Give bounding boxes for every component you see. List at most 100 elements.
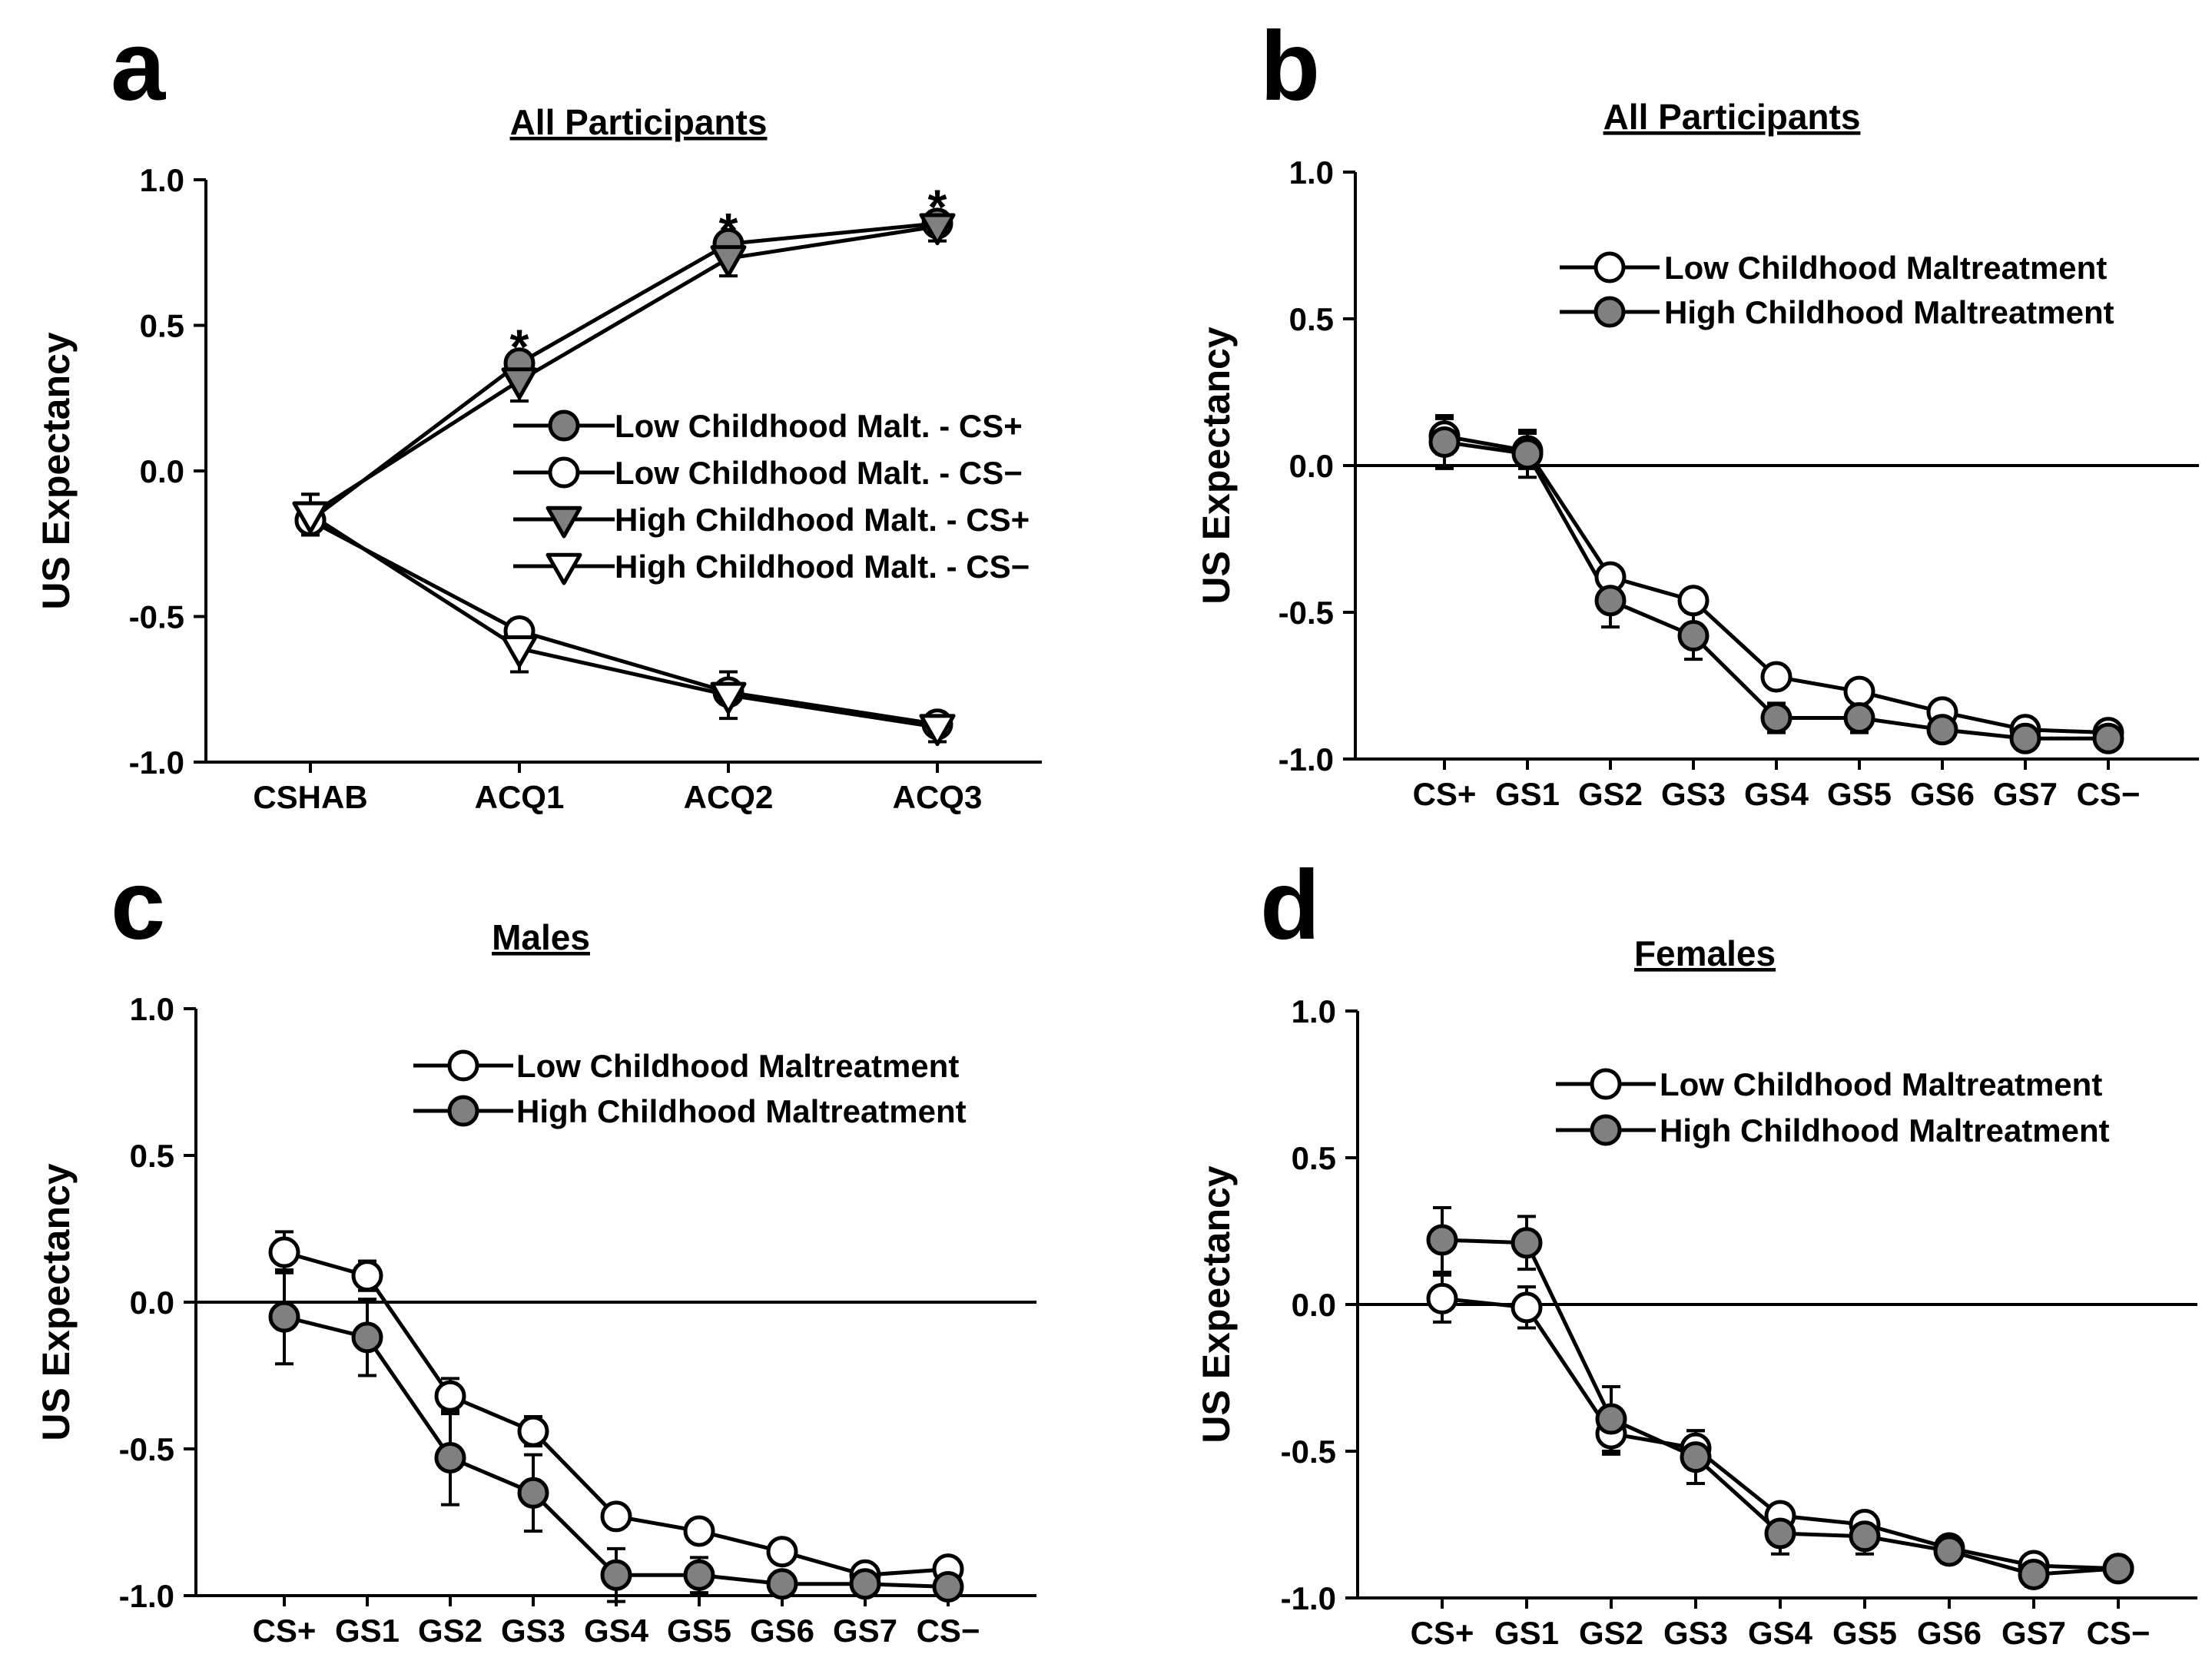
x-tick-label: GS7: [1993, 776, 2058, 812]
x-tick-label: CSHAB: [253, 779, 367, 815]
y-tick-label: 0.0: [140, 453, 184, 489]
data-point: [501, 367, 538, 400]
series-2: [301, 504, 947, 732]
y-tick-label: -1.0: [1281, 1580, 1336, 1616]
x-tick-label: GS4: [584, 1613, 649, 1649]
panel-b: b All Participants US Expectancy 1.0 0.5 0.0 -…: [1195, 12, 2199, 812]
series-line: [309, 519, 938, 727]
y-tick-label: 1.0: [130, 991, 174, 1027]
data-point: [351, 1321, 383, 1354]
legend-marker: [548, 456, 580, 489]
y-axis-label: US Expectancy: [1195, 1165, 1238, 1443]
significance-star: *: [510, 320, 529, 375]
data-point: [600, 1559, 632, 1591]
legend-label: Low Childhood Maltreatment: [516, 1048, 959, 1084]
data-point: [434, 1441, 466, 1473]
x-tick-label: GS1: [1494, 1615, 1559, 1651]
panel-title: Females: [1634, 933, 1776, 973]
data-point: [683, 1515, 715, 1547]
x-tick-label: GS5: [667, 1613, 731, 1649]
x-tick-label: GS2: [1578, 776, 1643, 812]
x-tick-label: GS4: [1748, 1615, 1813, 1651]
data-point: [1843, 675, 1875, 708]
data-point: [710, 681, 747, 714]
legend: Low Childhood Malt. - CS+ Low Childhood M…: [513, 408, 1030, 585]
x-tick-label: CS−: [917, 1613, 980, 1649]
x-tick-label: GS3: [1663, 1615, 1728, 1651]
x-tick-label: GS1: [1495, 776, 1560, 812]
legend-label: High Childhood Maltreatment: [1660, 1112, 2110, 1149]
x-tick-label: GS6: [1917, 1615, 1982, 1651]
legend-marker: [548, 409, 580, 442]
data-point: [919, 213, 956, 246]
x-tick-label: GS6: [1910, 776, 1975, 812]
x-tick-label: GS7: [833, 1613, 897, 1649]
data-point: [1428, 426, 1461, 458]
x-tick-label: GS4: [1744, 776, 1809, 812]
y-axis-label: US Expectancy: [35, 332, 78, 609]
data-point: [1594, 585, 1627, 617]
legend-label: High Childhood Maltreatment: [1664, 294, 2114, 330]
data-point: [1677, 585, 1710, 617]
data-point: [1843, 702, 1875, 734]
x-tick-label: GS5: [1832, 1615, 1897, 1651]
data-point: [268, 1301, 300, 1333]
legend: Low Childhood Maltreatment High Childhood…: [1560, 250, 2114, 330]
x-tick-label: CS−: [2087, 1615, 2151, 1651]
data-point: [434, 1380, 466, 1412]
legend-marker: [1594, 296, 1626, 328]
series-2: [275, 1268, 957, 1603]
x-tick-label: GS5: [1827, 776, 1892, 812]
significance-star: *: [928, 180, 947, 235]
data-point: [268, 1236, 300, 1268]
y-tick-label: -0.5: [119, 1431, 174, 1467]
data-point: [1426, 1224, 1458, 1256]
data-point: [849, 1568, 881, 1600]
legend-label: High Childhood Malt. - CS+: [615, 502, 1030, 538]
data-point: [517, 1477, 549, 1509]
legend: Low Childhood Maltreatment High Childhood…: [1556, 1066, 2110, 1149]
x-tick-label: GS1: [335, 1613, 400, 1649]
significance-star: *: [719, 203, 738, 258]
legend-label: High Childhood Malt. - CS−: [615, 549, 1030, 585]
x-tick-label: ACQ2: [684, 779, 774, 815]
x-tick-label: CS+: [1413, 776, 1477, 812]
y-axis-label: US Expectancy: [35, 1163, 78, 1440]
x-tick-label: GS3: [501, 1613, 565, 1649]
y-tick-label: 0.5: [1292, 1140, 1336, 1176]
y-tick-label: 1.0: [1289, 154, 1334, 191]
x-tick-label: GS7: [2001, 1615, 2066, 1651]
panel-letter: b: [1260, 12, 1320, 121]
y-tick-label: -1.0: [1278, 741, 1334, 777]
y-tick-label: 0.0: [130, 1285, 174, 1321]
legend-label: High Childhood Maltreatment: [516, 1093, 967, 1129]
panel-title: All Participants: [510, 102, 768, 142]
data-point: [351, 1260, 383, 1292]
y-tick-label: 0.5: [1289, 301, 1334, 337]
panel-letter: c: [111, 850, 165, 960]
legend-marker: [546, 552, 582, 585]
data-point: [932, 1571, 964, 1603]
y-tick-label: -0.5: [129, 599, 184, 635]
series-line: [309, 224, 938, 516]
data-point: [2092, 722, 2124, 754]
data-point: [2102, 1553, 2134, 1585]
data-point: [766, 1536, 798, 1568]
data-point: [1595, 1403, 1627, 1435]
data-point: [292, 501, 329, 534]
x-tick-label: ACQ1: [475, 779, 565, 815]
data-point: [1760, 661, 1792, 693]
data-point: [1849, 1520, 1881, 1553]
x-tick-label: GS3: [1661, 776, 1726, 812]
y-tick-label: 0.0: [1292, 1287, 1336, 1323]
legend-marker: [1594, 251, 1626, 283]
data-point: [1933, 1535, 1965, 1567]
y-tick-label: 0.5: [140, 308, 184, 344]
x-tick-label: ACQ3: [893, 779, 983, 815]
panel-d: d Females US Expectancy 1.0 0.5 0.0 -0.5 -1.0 CS…: [1195, 850, 2197, 1651]
panel-c: c Males US Expectancy 1.0 0.5 0.0 -0.5 -1.0 CS+ G…: [35, 850, 1036, 1649]
y-tick-label: 1.0: [140, 162, 184, 198]
series-line: [284, 1314, 949, 1589]
y-tick-label: 0.0: [1289, 448, 1334, 484]
